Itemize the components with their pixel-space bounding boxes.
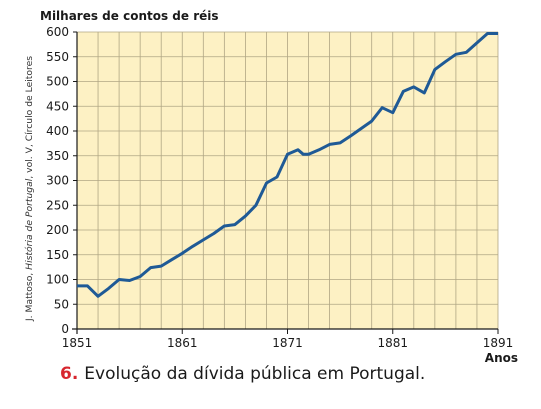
y-tick-label: 400	[46, 124, 69, 138]
axes	[72, 32, 498, 334]
y-tick-label: 450	[46, 99, 69, 113]
x-axis-title: Anos	[485, 351, 518, 365]
y-tick-labels: 0 50 100 150 200 250 300 350 400 450 500 550 600	[46, 25, 77, 336]
x-tick-labels: 1851 1861 1871 1881 1891	[62, 329, 514, 350]
y-tick-label: 600	[46, 25, 69, 39]
y-tick-label: 250	[46, 198, 69, 212]
y-tick-label: 100	[46, 273, 69, 287]
source-text-part: , vol. V, Círculo de Leitores	[24, 56, 35, 179]
x-tick-label: 1881	[377, 336, 408, 350]
series-line	[77, 32, 498, 298]
x-tick-label: 1871	[272, 336, 303, 350]
chart-title: Evolução da dívida pública em Portugal.	[84, 364, 426, 384]
y-axis-title: Milhares de contos de réis	[40, 9, 219, 23]
figure-number: 6.	[60, 364, 79, 384]
y-tick-label: 550	[46, 50, 69, 64]
y-tick-label: 150	[46, 248, 69, 262]
source-text-part: J. Mattoso,	[24, 270, 35, 322]
y-tick-label: 350	[46, 149, 69, 163]
y-tick-label: 500	[46, 75, 69, 89]
y-tick-label: 50	[54, 297, 69, 311]
source-text-part: História de Portugal	[24, 178, 35, 270]
y-tick-label: 0	[61, 322, 69, 336]
y-tick-label: 300	[46, 174, 69, 188]
x-tick-label: 1851	[62, 336, 93, 350]
y-tick-label: 200	[46, 223, 69, 237]
x-tick-label: 1861	[167, 336, 198, 350]
grid	[77, 31, 499, 329]
x-tick-label: 1891	[483, 336, 514, 350]
source-credit: J. Mattoso, História de Portugal, vol. V…	[24, 56, 35, 322]
figure-caption: 6. Evolução da dívida pública em Portugal…	[60, 364, 425, 384]
